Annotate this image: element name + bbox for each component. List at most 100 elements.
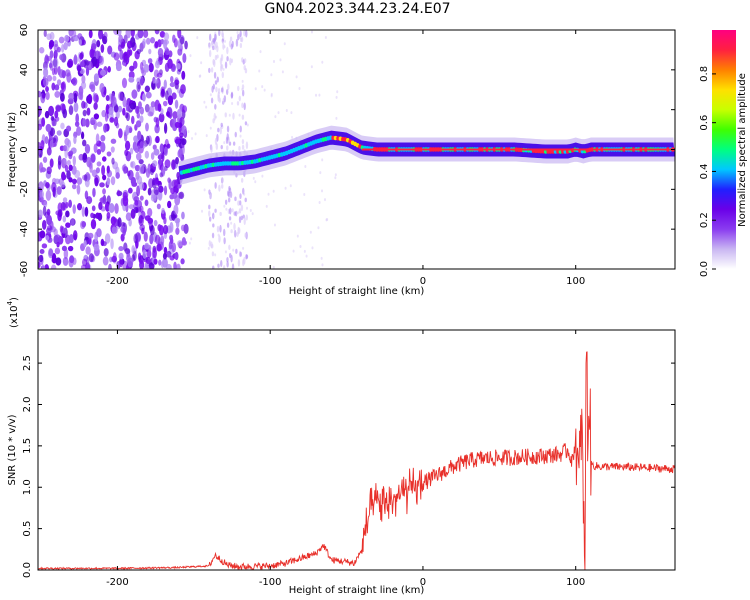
noise-cell [184, 40, 188, 50]
noise-cell [164, 47, 169, 56]
noise-cell [249, 209, 252, 213]
noise-cell [177, 240, 183, 247]
noise-cell [127, 187, 133, 194]
noise-cell [110, 238, 114, 250]
noise-cell [128, 76, 135, 83]
noise-cell [157, 47, 164, 58]
noise-cell [157, 158, 162, 166]
y-tick-label: -20 [19, 181, 30, 197]
noise-cell [46, 208, 51, 216]
noise-cell [84, 232, 90, 241]
noise-cell [86, 107, 91, 116]
noise-cell [130, 30, 135, 38]
noise-cell [42, 77, 49, 87]
noise-cell [55, 105, 62, 113]
y-tick-label: 0.0 [22, 562, 33, 578]
noise-cell [76, 184, 81, 195]
noise-cell [163, 39, 168, 50]
noise-cell [174, 217, 181, 224]
noise-cell [163, 122, 168, 134]
noise-cell [144, 264, 150, 269]
noise-cell [213, 71, 217, 79]
noise-cell [239, 37, 243, 43]
noise-cell [142, 93, 146, 102]
noise-cell [138, 159, 144, 165]
noise-cell [95, 133, 100, 144]
noise-cell [38, 254, 44, 263]
noise-cell [214, 182, 217, 189]
noise-cell [236, 31, 239, 35]
noise-cell [223, 204, 226, 208]
noise-cell [215, 115, 218, 119]
noise-cell [54, 247, 61, 255]
noise-cell [88, 159, 93, 169]
noise-cell [125, 112, 130, 122]
noise-cell [281, 70, 284, 74]
y-axis-label: SNR (10 * v/v) [7, 414, 18, 485]
noise-cell [106, 195, 111, 205]
noise-cell [53, 43, 59, 52]
noise-cell [239, 30, 242, 38]
noise-cell [225, 207, 228, 211]
noise-cell [103, 247, 109, 257]
noise-cell [59, 181, 66, 188]
noise-cell [228, 40, 232, 48]
noise-cell [295, 75, 298, 79]
noise-cell [218, 30, 221, 37]
noise-cell [39, 47, 45, 54]
noise-cell [239, 125, 242, 133]
y-axis-label: Frequency (Hz) [7, 112, 18, 188]
noise-cell [216, 76, 219, 83]
noise-cell [147, 187, 152, 196]
noise-cell [93, 243, 100, 251]
noise-cell [318, 93, 321, 97]
noise-cell [132, 141, 137, 151]
noise-cell [122, 195, 129, 207]
noise-cell [90, 117, 96, 125]
noise-cell [149, 225, 155, 236]
noise-cell [62, 108, 68, 119]
noise-cell [214, 137, 218, 146]
noise-cell [62, 215, 67, 223]
noise-cell [163, 32, 170, 41]
noise-cell [84, 60, 90, 66]
noise-cell [309, 230, 312, 234]
noise-cell [108, 203, 115, 214]
noise-cell [167, 95, 174, 106]
noise-cell [315, 93, 318, 97]
noise-cell [168, 241, 173, 250]
noise-cell [217, 263, 220, 268]
noise-cell [172, 117, 177, 125]
noise-cell [321, 158, 324, 162]
noise-cell [298, 86, 301, 90]
noise-cell [263, 88, 266, 92]
noise-cell [43, 67, 49, 78]
noise-cell [174, 99, 179, 109]
noise-cell [244, 121, 248, 126]
noise-cell [227, 197, 231, 203]
x-tick-label: -200 [106, 577, 129, 588]
noise-cell [41, 93, 46, 99]
noise-cell [217, 94, 220, 102]
noise-cell [148, 48, 152, 55]
noise-cell [102, 174, 107, 181]
noise-cell [218, 235, 221, 243]
noise-cell [154, 177, 158, 186]
noise-cell [107, 66, 111, 73]
noise-cell [81, 39, 86, 46]
noise-cell [137, 101, 142, 109]
noise-cell [48, 105, 55, 117]
noise-cell [68, 199, 72, 208]
noise-cell [208, 210, 211, 217]
noise-cell [143, 63, 150, 73]
noise-cell [113, 104, 119, 113]
noise-cell [224, 199, 228, 205]
noise-cell [66, 60, 73, 68]
noise-cell [210, 145, 213, 153]
noise-cell [75, 113, 80, 124]
noise-cell [174, 251, 179, 261]
noise-cell [303, 249, 306, 253]
noise-cell [334, 173, 337, 177]
noise-cell [144, 85, 151, 93]
noise-cell [60, 82, 65, 90]
